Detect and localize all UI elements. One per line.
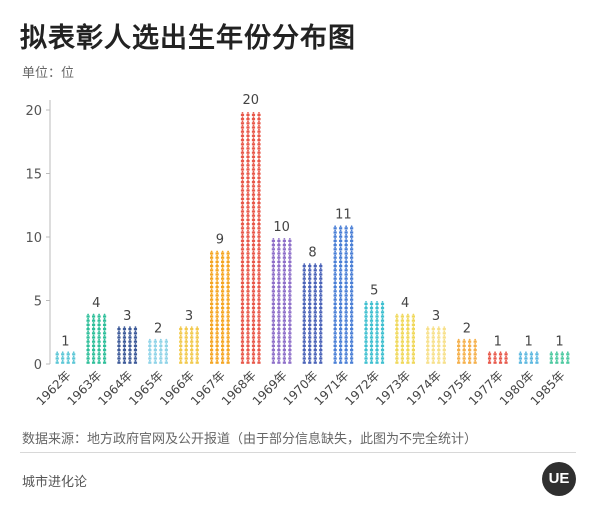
bar	[240, 112, 261, 364]
bar-value-label: 11	[335, 207, 352, 222]
chart-title: 拟表彰人选出生年份分布图	[20, 23, 356, 54]
bar	[117, 326, 138, 364]
bar	[549, 351, 570, 364]
brand-name: 城市进化论	[22, 475, 88, 490]
bar	[271, 238, 292, 364]
bar	[518, 351, 539, 364]
bar-value-label: 4	[92, 296, 100, 311]
bar	[426, 326, 446, 364]
bar	[333, 225, 354, 364]
bar	[55, 351, 76, 364]
bar	[179, 326, 199, 364]
y-tick-label: 15	[25, 168, 42, 183]
bar	[364, 301, 385, 364]
x-tick-label: 1985年	[528, 368, 568, 408]
bar-value-label: 3	[185, 309, 193, 324]
footer-divider	[20, 452, 576, 453]
source-note: 数据来源：地方政府官网及公开报道（由于部分信息缺失，此图为不完全统计）	[22, 432, 478, 447]
bar	[395, 313, 415, 364]
bar-value-label: 4	[401, 296, 409, 311]
bar	[148, 338, 168, 364]
y-axis-unit-label: 单位：位	[22, 66, 75, 81]
bar-chart: 0510152011962年41963年31964年21965年31966年91…	[25, 93, 570, 408]
bar-value-label: 3	[123, 309, 131, 324]
bar	[86, 313, 107, 364]
bar-value-label: 1	[525, 334, 533, 349]
bar-value-label: 1	[555, 334, 563, 349]
y-tick-label: 10	[25, 231, 42, 246]
y-tick-label: 20	[25, 104, 42, 119]
bar-value-label: 1	[61, 334, 69, 349]
bar	[210, 250, 230, 364]
y-tick-label: 0	[34, 358, 42, 373]
brand-logo: UE	[542, 462, 576, 496]
bar	[487, 351, 508, 364]
bar-value-label: 20	[242, 93, 259, 108]
bar-value-label: 3	[432, 309, 440, 324]
bar-value-label: 2	[154, 322, 162, 337]
bar-value-label: 10	[273, 220, 290, 235]
bar-value-label: 8	[308, 245, 316, 260]
bar-value-label: 1	[494, 334, 502, 349]
bar-value-label: 2	[463, 322, 471, 337]
bar-value-label: 9	[216, 233, 224, 248]
bar	[302, 263, 323, 364]
bar	[457, 338, 477, 364]
bar-value-label: 5	[370, 284, 378, 299]
y-tick-label: 5	[34, 295, 42, 310]
